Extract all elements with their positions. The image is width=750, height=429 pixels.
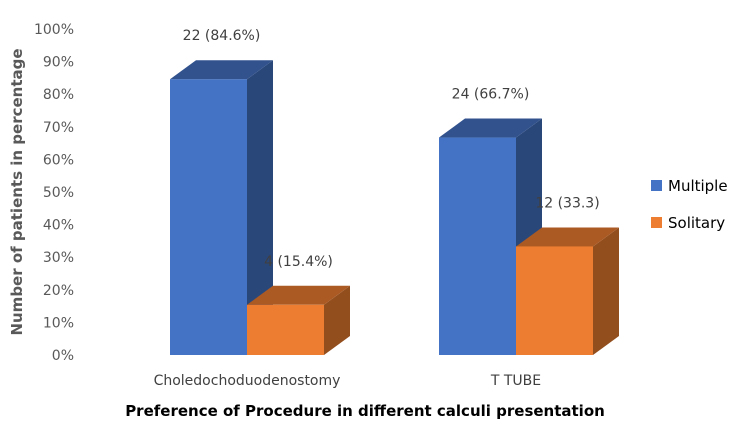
bar-front (439, 137, 516, 355)
y-tick-label: 90% (43, 55, 74, 71)
legend-item-solitary: Solitary (651, 214, 725, 232)
x-category-label: T TUBE (490, 373, 541, 389)
bar-front (170, 79, 247, 355)
legend-label: Solitary (668, 214, 725, 232)
data-label: 12 (33.3) (535, 195, 599, 211)
data-label: 24 (66.7%) (452, 87, 530, 103)
legend-item-multiple: Multiple (651, 177, 728, 195)
y-tick-label: 80% (43, 87, 74, 103)
bar-solitary-1 (516, 227, 619, 355)
bar-multiple-0 (170, 60, 273, 355)
bar-front (247, 304, 324, 355)
legend-swatch (651, 217, 662, 228)
y-tick-label: 40% (43, 218, 74, 234)
y-axis-label: Number of patients in percentage (8, 48, 26, 335)
bar-top (170, 60, 273, 80)
bars (170, 60, 619, 355)
bar-front (516, 246, 593, 355)
bar-side (593, 227, 619, 355)
y-tick-label: 50% (43, 185, 74, 201)
y-tick-label: 10% (43, 315, 74, 331)
y-tick-label: 60% (43, 152, 74, 168)
y-tick-label: 0% (52, 348, 74, 364)
legend-label: Multiple (668, 177, 728, 195)
bar-top (439, 118, 542, 138)
data-labels: 22 (84.6%) 4 (15.4%) 24 (66.7%) 12 (33.3) (183, 28, 600, 270)
data-label: 22 (84.6%) (183, 28, 261, 44)
y-tick-label: 30% (43, 250, 74, 266)
y-tick-label: 20% (43, 283, 74, 299)
y-tick-label: 100% (34, 22, 74, 38)
bar-top (516, 227, 619, 247)
y-axis-ticks: 0% 10% 20% 30% 40% 50% 60% 70% 80% 90% 100% (34, 22, 74, 364)
data-label: 4 (15.4%) (264, 254, 333, 270)
x-axis-categories: Choledochoduodenostomy T TUBE (154, 373, 542, 389)
bar-side (247, 60, 273, 355)
bar-top (247, 285, 350, 305)
legend: Multiple Solitary (651, 177, 728, 232)
bar-solitary-0 (247, 285, 350, 355)
y-tick-label: 70% (43, 120, 74, 136)
legend-swatch (651, 180, 662, 191)
bar-side (324, 285, 350, 355)
x-category-label: Choledochoduodenostomy (154, 373, 341, 389)
x-axis-label: Preference of Procedure in different cal… (125, 402, 605, 420)
